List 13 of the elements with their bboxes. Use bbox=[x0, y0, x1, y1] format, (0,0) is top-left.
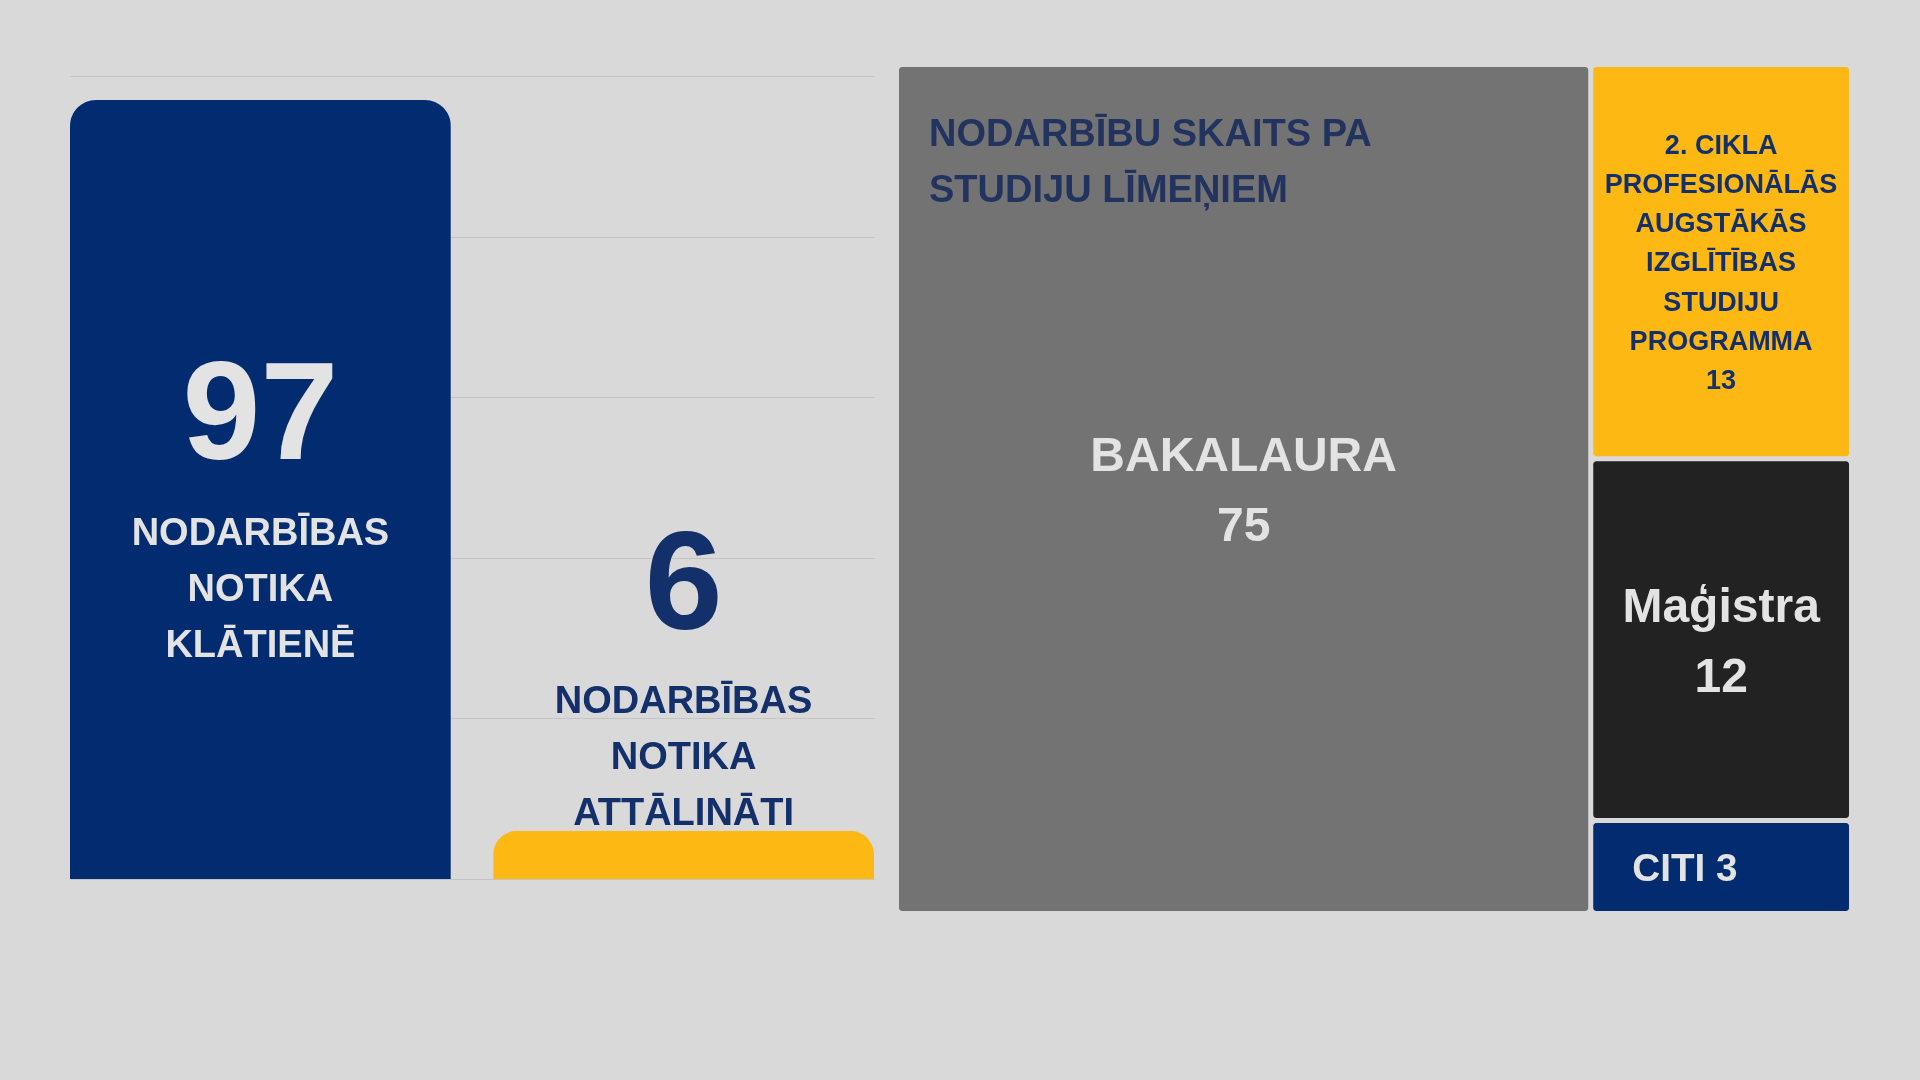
data-label: 6 bbox=[644, 501, 723, 659]
category-label: CITI bbox=[1632, 845, 1706, 889]
data-label: 13 bbox=[1706, 364, 1737, 395]
data-label: 3 bbox=[1716, 845, 1738, 889]
category-label: 2. CIKLA PROFESIONĀLĀS AUGSTĀKĀS IZGLĪTĪBAS STUDIJU PROGRAMMA bbox=[1604, 129, 1838, 356]
data-label: 97 bbox=[182, 332, 339, 490]
category-label: BAKALAURA bbox=[1090, 428, 1397, 482]
category-label: Maģistra bbox=[1622, 579, 1821, 633]
text: NODARBĪBU SKAITS PA STUDIJU LĪMEŅIEM bbox=[929, 112, 1372, 211]
x-tick-label: NODARBĪBAS NOTIKA KLĀTIENĒ bbox=[131, 511, 390, 666]
data-label: 12 bbox=[1694, 648, 1748, 702]
data-label: 75 bbox=[1216, 498, 1271, 552]
x-tick-label: NODARBĪBAS NOTIKA ATTĀLINĀTI bbox=[554, 678, 813, 833]
